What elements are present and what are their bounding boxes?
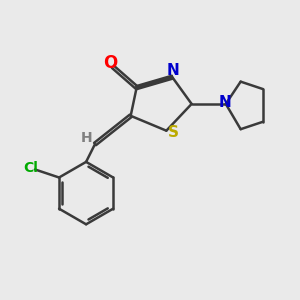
Text: S: S — [168, 125, 179, 140]
Text: N: N — [167, 63, 179, 78]
Text: N: N — [219, 95, 232, 110]
Text: Cl: Cl — [23, 161, 38, 175]
Text: H: H — [80, 131, 92, 145]
Text: O: O — [103, 54, 118, 72]
